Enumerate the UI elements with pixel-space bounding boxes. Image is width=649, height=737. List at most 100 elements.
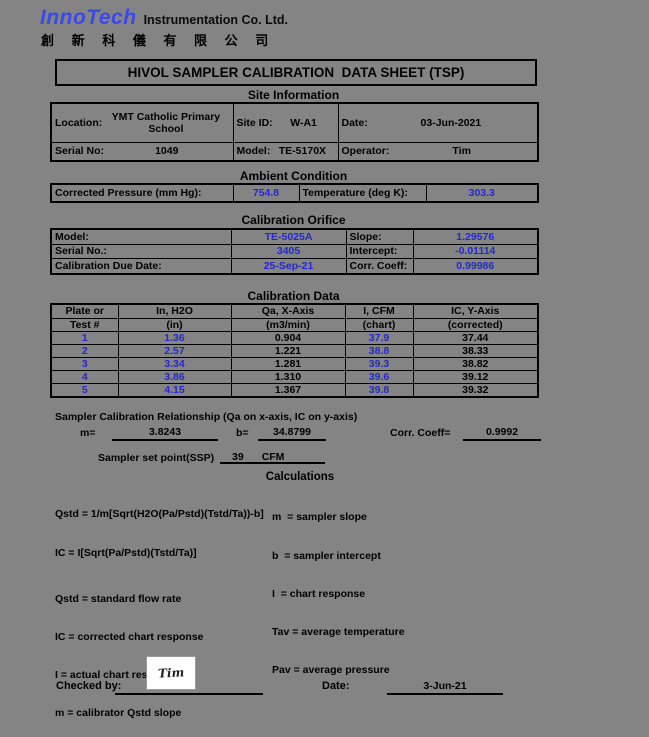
orifice-intercept-label: Intercept: xyxy=(345,243,414,259)
site-info-heading: Site Information xyxy=(247,88,340,102)
formula-line: Qstd = 1/m[Sqrt(H2O(Pa/Pstd)(Tstd/Ta))-b… xyxy=(55,508,264,521)
definition-line: b = sampler intercept xyxy=(272,549,381,562)
formula-line: Qstd = standard flow rate xyxy=(55,592,182,605)
operator-value[interactable]: Tim xyxy=(452,145,471,158)
inh2o-value[interactable]: 4.15 xyxy=(117,382,232,397)
ic-value: 37.44 xyxy=(412,330,539,345)
sheet-title-box: HIVOL SAMPLER CALIBRATION DATA SHEET (TS… xyxy=(55,59,537,86)
inh2o-value[interactable]: 3.34 xyxy=(117,356,232,371)
ambient-table: Corrected Pressure (mm Hg): 754.8 Temper… xyxy=(50,183,539,203)
ic-value: 39.12 xyxy=(412,369,539,384)
footer-date-value: 3-Jun-21 xyxy=(387,680,503,695)
definition-line: Pav = average pressure xyxy=(272,663,390,676)
checked-by-label: Checked by: xyxy=(56,680,122,692)
sheet-title: HIVOL SAMPLER CALIBRATION DATA SHEET (TS… xyxy=(127,65,465,80)
col-subheader-test: Test # xyxy=(50,317,119,332)
icfm-value[interactable]: 39.3 xyxy=(344,356,414,371)
inh2o-value[interactable]: 1.36 xyxy=(117,330,232,345)
date-value[interactable]: 03-Jun-2021 xyxy=(420,116,482,129)
signature-box[interactable]: Tim xyxy=(146,656,196,690)
temperature-label: Temperature (deg K): xyxy=(298,183,427,203)
test-number[interactable]: 3 xyxy=(50,356,119,371)
table-row: 3 3.34 1.281 39.3 38.82 xyxy=(50,356,539,371)
model-value[interactable]: TE-5170X xyxy=(278,145,327,158)
icfm-value[interactable]: 38.8 xyxy=(344,343,414,358)
col-header-test: Plate or xyxy=(50,303,119,319)
operator-label: Operator: xyxy=(341,145,390,158)
orifice-serial-value[interactable]: 3405 xyxy=(230,243,347,259)
model-label: Model: xyxy=(236,145,271,158)
serial-no-value[interactable]: 1049 xyxy=(155,145,179,158)
orifice-model-value[interactable]: TE-5025A xyxy=(230,228,347,245)
test-number[interactable]: 2 xyxy=(50,343,119,358)
definition-line: m = sampler slope xyxy=(272,511,367,524)
serial-no-label: Serial No: xyxy=(55,145,105,158)
temperature-value[interactable]: 303.3 xyxy=(425,183,539,203)
b-label: b= xyxy=(236,427,249,439)
formula-line: IC = I[Sqrt(Pa/Pstd)(Tstd/Ta)] xyxy=(55,546,197,559)
orifice-due-date-label: Calibration Due Date: xyxy=(50,257,232,275)
test-number[interactable]: 5 xyxy=(50,382,119,397)
col-subheader-qa: (m3/min) xyxy=(230,317,346,332)
orifice-due-date-value[interactable]: 25-Sep-21 xyxy=(230,257,347,275)
set-point-value: 39 xyxy=(232,451,244,463)
test-number[interactable]: 1 xyxy=(50,330,119,345)
icfm-value[interactable]: 39.6 xyxy=(344,369,414,384)
calculations-heading: Calculations xyxy=(265,471,335,483)
set-point-label: Sampler set point(SSP) xyxy=(98,452,215,464)
site-operator-cell: Operator: Tim xyxy=(337,141,539,162)
pressure-label: Corrected Pressure (mm Hg): xyxy=(50,183,234,203)
qa-value: 1.310 xyxy=(230,369,346,384)
table-row: 1 1.36 0.904 37.9 37.44 xyxy=(50,330,539,345)
site-serial-cell: Serial No: 1049 xyxy=(50,141,234,162)
orifice-model-label: Model: xyxy=(50,228,232,245)
relationship-corr-label: Corr. Coeff= xyxy=(390,427,451,439)
set-point-unit: CFM xyxy=(261,451,285,463)
footer-date-label: Date: xyxy=(322,680,350,692)
site-model-cell: Model: TE-5170X xyxy=(232,141,339,162)
ic-value: 38.33 xyxy=(412,343,539,358)
location-value[interactable]: YMT Catholic Primary School xyxy=(111,110,221,135)
table-row: 5 4.15 1.367 39.8 39.32 xyxy=(50,382,539,397)
icfm-value[interactable]: 39.8 xyxy=(344,382,414,397)
ic-value: 38.82 xyxy=(412,356,539,371)
test-number[interactable]: 4 xyxy=(50,369,119,384)
orifice-slope-label: Slope: xyxy=(345,228,414,245)
orifice-corr-coeff-value[interactable]: 0.99986 xyxy=(412,257,539,275)
qa-value: 0.904 xyxy=(230,330,346,345)
relationship-note: Sampler Calibration Relationship (Qa on … xyxy=(55,411,358,423)
qa-value: 1.367 xyxy=(230,382,346,397)
inh2o-value[interactable]: 3.86 xyxy=(117,369,232,384)
orifice-table: Model: TE-5025A Slope: 1.29576 Serial No… xyxy=(50,228,539,275)
qa-value: 1.281 xyxy=(230,356,346,371)
checked-by-line[interactable] xyxy=(115,679,263,695)
ambient-heading: Ambient Condition xyxy=(239,169,348,183)
inh2o-value[interactable]: 2.57 xyxy=(117,343,232,358)
definition-line: I = chart response xyxy=(272,587,366,600)
date-label: Date: xyxy=(341,116,368,129)
company-logo: InnoTech xyxy=(40,6,137,29)
site-info-table: Location: YMT Catholic Primary School Si… xyxy=(50,102,539,162)
table-row: 2 2.57 1.221 38.8 38.33 xyxy=(50,343,539,358)
col-subheader-icfm: (chart) xyxy=(344,317,414,332)
company-header: InnoTech Instrumentation Co. Ltd. xyxy=(40,6,288,30)
formula-line: m = calibrator Qstd slope xyxy=(55,706,182,719)
calculations-left-column: Qstd = 1/m[Sqrt(H2O(Pa/Pstd)(Tstd/Ta))-b… xyxy=(55,483,303,737)
cal-data-heading: Calibration Data xyxy=(247,289,340,303)
icfm-value[interactable]: 37.9 xyxy=(344,330,414,345)
location-label: Location: xyxy=(55,116,103,129)
col-header-icfm: I, CFM xyxy=(344,303,414,319)
m-label: m= xyxy=(80,427,96,439)
col-header-inh2o: In, H2O xyxy=(117,303,232,319)
site-location-cell: Location: YMT Catholic Primary School xyxy=(50,102,234,143)
b-value: 34.8799 xyxy=(258,426,326,441)
pressure-value[interactable]: 754.8 xyxy=(232,183,300,203)
orifice-slope-value[interactable]: 1.29576 xyxy=(412,228,539,245)
site-id-value[interactable]: W-A1 xyxy=(290,116,317,129)
ic-value: 39.32 xyxy=(412,382,539,397)
orifice-intercept-value[interactable]: -0.01114 xyxy=(412,243,539,259)
site-id-label: Site ID: xyxy=(236,116,273,129)
col-subheader-ic: (corrected) xyxy=(412,317,539,332)
col-subheader-inh2o: (in) xyxy=(117,317,232,332)
company-name: Instrumentation Co. Ltd. xyxy=(143,13,288,27)
